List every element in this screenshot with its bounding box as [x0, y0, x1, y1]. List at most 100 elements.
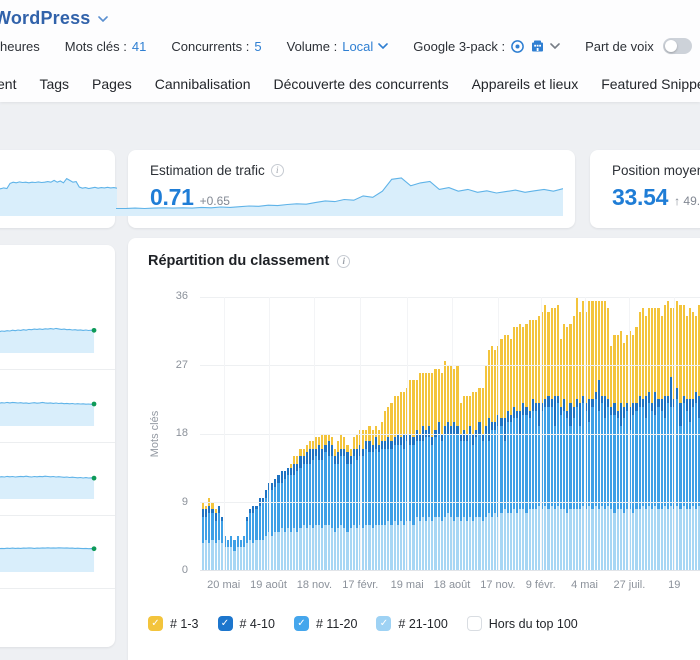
stacked-bar: [352, 297, 355, 570]
stacked-bar: [465, 297, 468, 570]
toolbar-hours[interactable]: heures: [0, 38, 40, 54]
stacked-bar: [544, 297, 547, 570]
stacked-bar: [384, 297, 387, 570]
stacked-bar: [547, 297, 550, 570]
stacked-bar: [462, 297, 465, 570]
stacked-bar: [255, 297, 258, 570]
stacked-bar: [572, 297, 575, 570]
stacked-bar: [403, 297, 406, 570]
share-of-voice-toggle[interactable]: [662, 38, 692, 54]
toolbar-keywords[interactable]: Mots clés : 41: [64, 38, 147, 54]
stacked-bar: [390, 297, 393, 570]
stacked-bar: [591, 297, 594, 570]
stacked-bar: [644, 297, 647, 570]
stacked-bar: [600, 297, 603, 570]
gridline: [200, 297, 700, 298]
stacked-bar: [472, 297, 475, 570]
position-card-title: Position moyenne: [612, 163, 700, 178]
toolbar-competitors[interactable]: Concurrents : 5: [171, 38, 262, 54]
toolbar-volume[interactable]: Volume : Local: [287, 39, 389, 54]
stacked-bar: [512, 297, 516, 570]
stacked-bar: [333, 297, 337, 570]
tab-cannibalisation[interactable]: Cannibalisation: [154, 76, 251, 92]
stacked-bar: [638, 297, 641, 570]
stacked-bar: [660, 297, 663, 570]
stacked-bar: [387, 297, 390, 570]
stacked-bar: [396, 297, 399, 570]
stacked-bar: [673, 297, 676, 570]
stacked-bar: [456, 297, 459, 570]
checked-checkbox-icon[interactable]: ✓: [293, 616, 309, 631]
stacked-bar: [566, 297, 569, 570]
gridline: [200, 365, 700, 367]
gridline: [540, 297, 542, 570]
checked-checkbox-icon[interactable]: ✓: [376, 616, 392, 631]
x-tick-label: 19 mai: [390, 579, 424, 591]
y-axis-label: Mots clés: [149, 410, 161, 458]
stacked-bar: [459, 297, 462, 570]
average-position-kpi-card[interactable]: Position moyenne 33.54 ↑ 49.9: [590, 150, 700, 228]
keyword-trends-card[interactable]: [0, 245, 115, 647]
stacked-bar: [318, 297, 321, 570]
stacked-bar: [556, 297, 560, 570]
legend-item-hors-du-top-100[interactable]: Hors du top 100: [466, 616, 578, 631]
info-icon[interactable]: i: [337, 254, 351, 268]
x-tick-label: 17 nov.: [480, 579, 516, 591]
stacked-bar: [613, 297, 616, 570]
gridline: [200, 501, 700, 503]
stacked-bar: [239, 297, 242, 570]
stacked-bar: [337, 297, 340, 570]
gridline: [407, 297, 409, 570]
legend-item-21-100[interactable]: ✓ # 21-100: [376, 616, 448, 631]
legend-item-4-10[interactable]: ✓ # 4-10: [217, 616, 275, 631]
stacked-bar: [443, 297, 446, 570]
visibility-kpi-card[interactable]: [0, 150, 117, 228]
legend-item-1-3[interactable]: ✓ # 1-3: [148, 616, 199, 631]
row-sparkline: [0, 546, 97, 572]
tab-ent[interactable]: ent: [0, 76, 17, 92]
stacked-bar: [324, 297, 327, 570]
stacked-bar: [519, 297, 522, 570]
stacked-bar: [374, 297, 377, 570]
traffic-kpi-card[interactable]: Estimation de trafic i 0.71 +0.65: [116, 150, 575, 228]
project-selector[interactable]: WordPress: [0, 8, 108, 29]
stacked-bar: [223, 297, 227, 570]
stacked-bar: [227, 297, 230, 570]
tab-featured-snippets[interactable]: Featured Snippets: [601, 76, 700, 92]
stacked-bar: [453, 297, 456, 570]
unchecked-checkbox-icon[interactable]: [466, 616, 482, 631]
stacked-bar: [437, 297, 440, 570]
stacked-bar: [679, 297, 682, 570]
keyword-trend-row[interactable]: [0, 370, 115, 443]
gridline: [223, 297, 225, 570]
hotel-building-icon: [532, 40, 544, 52]
legend-label: # 21-100: [398, 616, 448, 631]
stacked-bar: [249, 297, 252, 570]
stacked-bar: [538, 297, 541, 570]
legend-item-11-20[interactable]: ✓ # 11-20: [293, 616, 357, 631]
keyword-trend-row[interactable]: [0, 516, 115, 589]
checked-checkbox-icon[interactable]: ✓: [217, 616, 233, 631]
stacked-bar: [588, 297, 591, 570]
project-title: WordPress: [0, 8, 91, 28]
toolbar-google-3pack[interactable]: Google 3-pack :: [413, 39, 560, 54]
stacked-bar: [264, 297, 267, 570]
stacked-bar: [569, 297, 572, 570]
row-sparkline: [0, 313, 97, 353]
list-card-header: [0, 245, 115, 297]
tab-appareils-et-lieux[interactable]: Appareils et lieux: [471, 76, 579, 92]
info-icon[interactable]: i: [270, 164, 284, 177]
stacked-bar: [343, 297, 346, 570]
tab-pages[interactable]: Pages: [92, 76, 132, 92]
checked-checkbox-icon[interactable]: ✓: [148, 616, 163, 631]
keyword-trend-row[interactable]: [0, 443, 115, 516]
gridline: [452, 297, 453, 570]
tab-tags[interactable]: Tags: [39, 76, 70, 92]
tab-d-couverte-des-concurrents[interactable]: Découverte des concurrents: [273, 76, 449, 92]
stacked-bar: [575, 297, 578, 570]
stacked-bar: [541, 297, 544, 570]
stacked-bar: [582, 297, 585, 570]
chevron-down-icon: [378, 43, 389, 49]
stacked-bar: [625, 297, 629, 570]
keyword-trend-row[interactable]: [0, 297, 115, 370]
